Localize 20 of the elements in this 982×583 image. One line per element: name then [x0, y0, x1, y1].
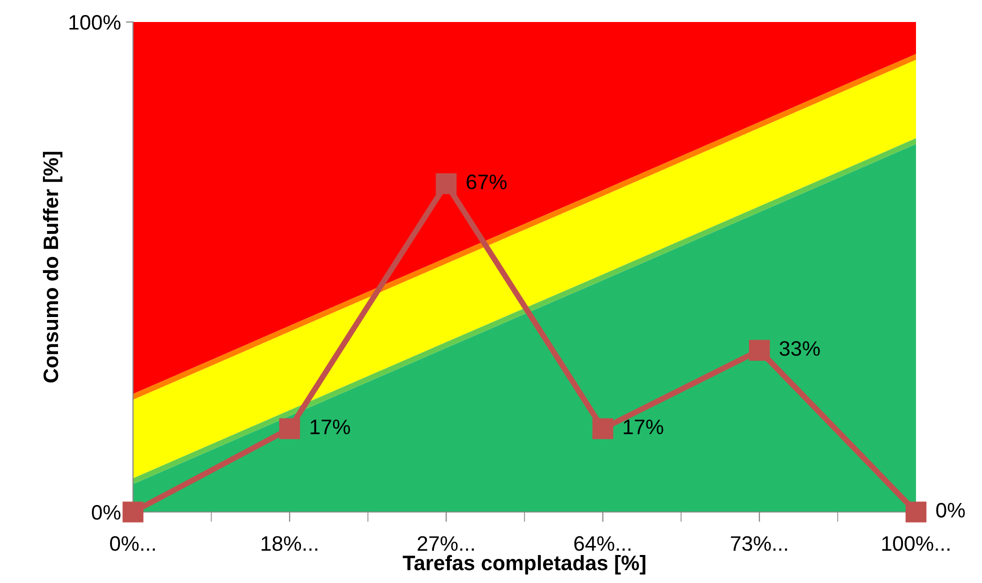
x-axis-title: Tarefas completadas [%] — [402, 555, 646, 574]
point — [748, 340, 770, 361]
x-tick-label: 64%... — [574, 536, 630, 551]
point — [906, 502, 926, 522]
data-label: 67% — [466, 174, 507, 190]
data-label: 33% — [780, 341, 820, 356]
point — [592, 418, 614, 440]
y-axis-title: Consumo do Buffer [%] — [42, 152, 62, 382]
data-label: 0% — [936, 502, 965, 518]
point — [279, 418, 300, 440]
x-tick-label: 27%... — [418, 536, 474, 551]
x-tick-label: 0%... — [110, 536, 155, 551]
point — [436, 173, 457, 194]
y-tick-label: 100% — [70, 15, 120, 30]
x-tick-label: 73%... — [730, 536, 788, 551]
data-label: 17% — [624, 420, 664, 434]
point — [122, 502, 144, 522]
x-tick-label: 18%... — [262, 536, 318, 551]
x-tick-label: 100%... — [882, 536, 950, 551]
data-label: 17% — [310, 420, 350, 434]
